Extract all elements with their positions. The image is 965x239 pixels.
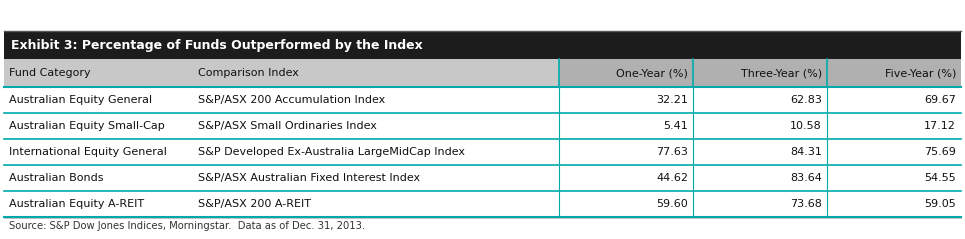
Text: Australian Bonds: Australian Bonds [9, 173, 103, 183]
Text: S&P Developed Ex-Australia LargeMidCap Index: S&P Developed Ex-Australia LargeMidCap I… [198, 147, 464, 157]
Text: Australian Equity General: Australian Equity General [9, 95, 152, 105]
Text: 59.05: 59.05 [924, 199, 956, 209]
Text: S&P/ASX Australian Fixed Interest Index: S&P/ASX Australian Fixed Interest Index [198, 173, 420, 183]
Text: Fund Category: Fund Category [9, 68, 91, 78]
Bar [4, 113, 961, 139]
Text: S&P/ASX 200 A-REIT: S&P/ASX 200 A-REIT [198, 199, 311, 209]
Text: Exhibit 3: Percentage of Funds Outperformed by the Index: Exhibit 3: Percentage of Funds Outperfor… [11, 38, 423, 51]
Bar [4, 165, 961, 191]
Bar [4, 31, 961, 59]
Text: 75.69: 75.69 [924, 147, 956, 157]
Text: Five-Year (%): Five-Year (%) [885, 68, 956, 78]
Text: Three-Year (%): Three-Year (%) [741, 68, 822, 78]
Bar [559, 59, 961, 87]
Bar [4, 59, 559, 87]
Text: 77.63: 77.63 [656, 147, 688, 157]
Text: One-Year (%): One-Year (%) [617, 68, 688, 78]
Bar [4, 87, 961, 113]
Text: 73.68: 73.68 [790, 199, 822, 209]
Bar [4, 191, 961, 217]
Text: 5.41: 5.41 [663, 121, 688, 131]
Text: 83.64: 83.64 [790, 173, 822, 183]
Text: 84.31: 84.31 [790, 147, 822, 157]
Text: 10.58: 10.58 [790, 121, 822, 131]
Text: 17.12: 17.12 [924, 121, 956, 131]
Text: 54.55: 54.55 [924, 173, 956, 183]
Text: Australian Equity Small-Cap: Australian Equity Small-Cap [9, 121, 165, 131]
Text: 62.83: 62.83 [790, 95, 822, 105]
Text: 59.60: 59.60 [656, 199, 688, 209]
Text: Source: S&P Dow Jones Indices, Morningstar.  Data as of Dec. 31, 2013.: Source: S&P Dow Jones Indices, Morningst… [9, 221, 365, 231]
Text: International Equity General: International Equity General [9, 147, 167, 157]
Text: 44.62: 44.62 [656, 173, 688, 183]
Text: Comparison Index: Comparison Index [198, 68, 298, 78]
Bar [4, 139, 961, 165]
Text: Australian Equity A-REIT: Australian Equity A-REIT [9, 199, 144, 209]
Text: 69.67: 69.67 [924, 95, 956, 105]
Text: S&P/ASX Small Ordinaries Index: S&P/ASX Small Ordinaries Index [198, 121, 376, 131]
Text: 32.21: 32.21 [656, 95, 688, 105]
Text: S&P/ASX 200 Accumulation Index: S&P/ASX 200 Accumulation Index [198, 95, 385, 105]
